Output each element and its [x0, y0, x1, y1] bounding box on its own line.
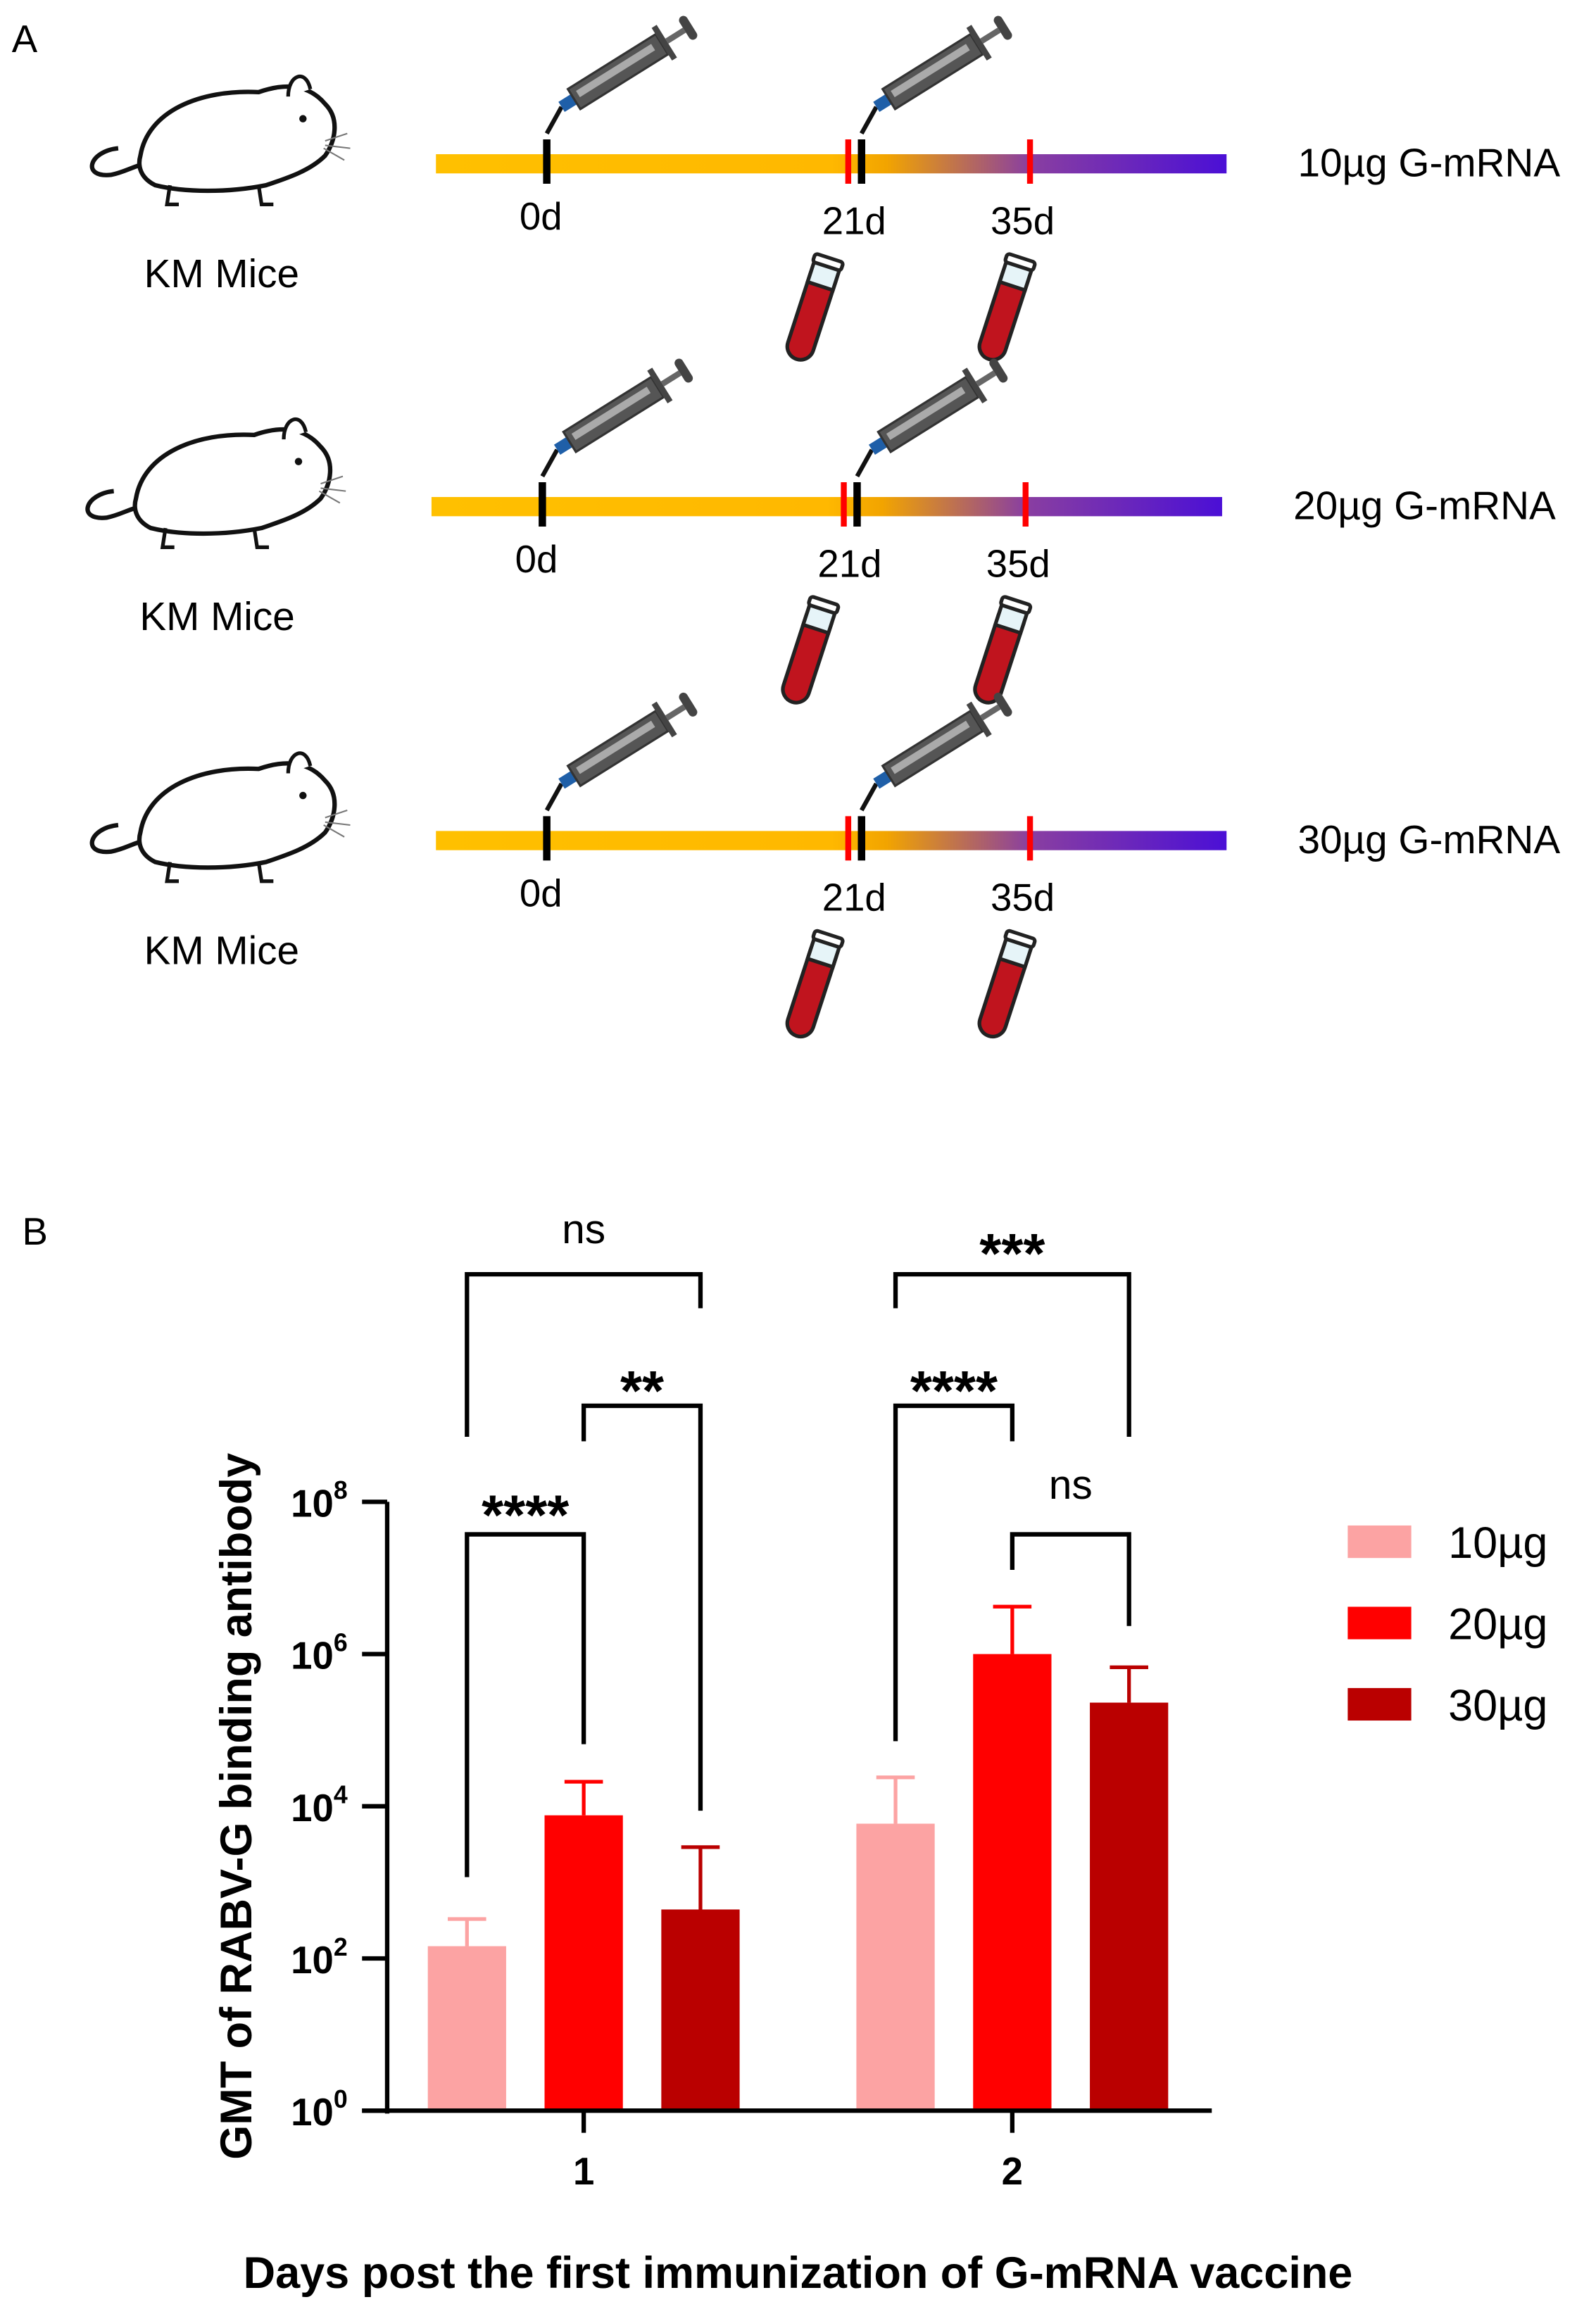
timeline-bar	[436, 831, 1227, 850]
legend-item: 10µg	[1347, 1518, 1547, 1568]
bar	[544, 1815, 623, 2109]
y-tick-base: 10	[291, 1482, 334, 1525]
mouse-icon	[87, 420, 346, 548]
timeline-row: KM Mice 0d 21d 35d 10µg G-mRNA	[92, 9, 1560, 364]
y-tick-base: 10	[291, 1787, 334, 1830]
y-tick-label: 100	[291, 2085, 348, 2134]
y-tick-label: 102	[291, 1933, 348, 1982]
subject-label: KM Mice	[144, 252, 299, 296]
timeline-row: KM Mice 0d 21d 35d 30µg G-mRNA	[92, 686, 1560, 1040]
y-tick-exp: 2	[334, 1933, 348, 1961]
syringe-icon	[862, 686, 1017, 810]
syringe-icon	[547, 686, 703, 810]
significance-label: ***	[979, 1222, 1045, 1285]
subject-label: KM Mice	[144, 929, 299, 973]
bar	[856, 1823, 935, 2109]
syringe-icon	[542, 352, 698, 477]
significance-label: ns	[562, 1207, 605, 1252]
x-axis-title: Days post the first immunization of G-mR…	[244, 2248, 1353, 2298]
y-tick-label: 104	[291, 1781, 348, 1830]
panel-a-label: A	[12, 18, 38, 61]
timeline-bar	[436, 154, 1227, 174]
timeline-row: KM Mice 0d 21d 35d 20µg G-mRNA	[87, 352, 1556, 707]
significance-bracket	[465, 1532, 586, 1877]
x-tick-label: 1	[573, 2150, 594, 2193]
significance-bracket	[893, 1403, 1015, 1742]
significance-bracket	[581, 1403, 703, 1811]
bar	[973, 1654, 1052, 2109]
significance-label: ns	[1049, 1462, 1093, 1508]
timepoint-label: 0d	[520, 195, 563, 238]
timepoint-label: 21d	[822, 876, 886, 919]
mouse-icon	[92, 753, 351, 881]
significance-label: **	[620, 1359, 664, 1422]
blood-tube-icon	[778, 596, 839, 707]
legend-item: 30µg	[1347, 1681, 1547, 1730]
y-axis-title: GMT of RABV-G binding antibody	[212, 1453, 261, 2160]
group-label: 10µg G-mRNA	[1297, 141, 1560, 186]
y-tick-exp: 6	[334, 1628, 348, 1656]
syringe-icon	[862, 9, 1017, 134]
subject-label: KM Mice	[139, 595, 294, 639]
significance-bracket	[893, 1271, 1131, 1438]
y-tick-base: 10	[291, 1635, 334, 1678]
timepoint-label: 0d	[515, 538, 558, 581]
legend-label: 10µg	[1448, 1518, 1547, 1568]
group-label: 30µg G-mRNA	[1297, 818, 1560, 862]
bar	[661, 1909, 740, 2109]
y-tick-base: 10	[291, 1939, 334, 1982]
mouse-icon	[92, 77, 351, 205]
significance-label: ****	[910, 1359, 998, 1422]
legend-label: 30µg	[1448, 1681, 1547, 1730]
blood-tube-icon	[974, 253, 1036, 364]
timeline-rows: KM Mice 0d 21d 35d 10µg G-mRNA KM Mice 0d 21d 35…	[87, 9, 1560, 1040]
y-tick-label: 108	[291, 1476, 348, 1525]
timepoint-label: 21d	[822, 199, 886, 242]
legend-label: 20µg	[1448, 1600, 1547, 1649]
timepoint-label: 35d	[991, 199, 1055, 242]
y-tick-exp: 0	[334, 2085, 348, 2113]
significance-label: ****	[482, 1484, 569, 1547]
y-tick-label: 106	[291, 1628, 348, 1677]
timepoint-label: 35d	[991, 876, 1055, 919]
blood-tube-icon	[782, 253, 843, 364]
x-tick-label: 2	[1002, 2150, 1023, 2193]
y-tick-exp: 4	[334, 1781, 348, 1809]
y-tick-base: 10	[291, 2091, 334, 2134]
group-label: 20µg G-mRNA	[1293, 484, 1556, 529]
bar	[1090, 1702, 1169, 2109]
legend-swatch	[1347, 1606, 1412, 1640]
significance-bracket	[465, 1271, 703, 1438]
timeline-bar	[431, 497, 1222, 517]
panel-b-label: B	[22, 1210, 47, 1253]
y-tick-exp: 8	[334, 1476, 348, 1504]
significance-bracket	[1010, 1532, 1131, 1626]
timepoint-label: 21d	[817, 542, 881, 585]
timepoint-label: 35d	[986, 542, 1050, 585]
legend-item: 20µg	[1347, 1600, 1547, 1649]
bar	[427, 1946, 506, 2109]
blood-tube-icon	[974, 930, 1036, 1040]
syringe-icon	[857, 352, 1012, 477]
legend-swatch	[1347, 1525, 1412, 1559]
blood-tube-icon	[782, 930, 843, 1040]
legend-swatch	[1347, 1687, 1412, 1721]
blood-tube-icon	[970, 596, 1031, 707]
syringe-icon	[547, 9, 703, 134]
timepoint-label: 0d	[520, 872, 563, 914]
